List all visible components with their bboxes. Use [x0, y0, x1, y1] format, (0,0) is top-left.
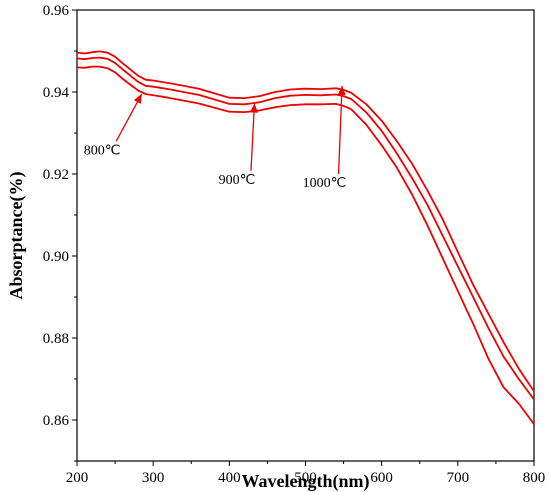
- y-axis-title: Absorptance(%): [6, 172, 27, 300]
- x-tick-label: 200: [66, 470, 89, 486]
- x-tick-label: 300: [142, 470, 165, 486]
- annotation-arrowhead: [337, 85, 346, 95]
- y-tick-label: 0.94: [43, 85, 70, 101]
- y-tick-label: 0.96: [43, 3, 70, 19]
- annotation-label: 800℃: [84, 143, 121, 158]
- annotation-arrow: [337, 85, 343, 175]
- x-tick-label: 700: [447, 470, 470, 486]
- annotation-arrowhead: [250, 103, 258, 113]
- series-line-2: [76, 56, 535, 401]
- series-layer: [76, 50, 535, 425]
- annotation-label: 900℃: [219, 173, 256, 188]
- x-axis-title: Wavelength(nm): [242, 471, 370, 492]
- y-tick-label: 0.86: [43, 413, 70, 429]
- y-tick-label: 0.90: [43, 249, 69, 265]
- y-tick-label: 0.92: [43, 167, 69, 183]
- annotation-label: 1000℃: [303, 176, 347, 191]
- x-tick-label: 400: [218, 470, 241, 486]
- annotation-layer: 800℃ 900℃ 1000℃: [84, 85, 347, 191]
- series-line-3: [76, 65, 535, 425]
- ticks: 200 300 400 500 600 700 800 0.86 0.88 0.90 0.92 0.9…: [43, 3, 546, 486]
- plot-frame: [76, 9, 535, 462]
- annotation-arrow: [250, 103, 256, 171]
- x-tick-label: 600: [370, 470, 393, 486]
- x-tick-label: 800: [523, 470, 546, 486]
- axes: [76, 9, 535, 462]
- y-tick-label: 0.88: [43, 331, 69, 347]
- series-line-1: [76, 50, 535, 392]
- x-tick-label: 500: [294, 470, 317, 486]
- annotation-arrowhead: [133, 94, 142, 104]
